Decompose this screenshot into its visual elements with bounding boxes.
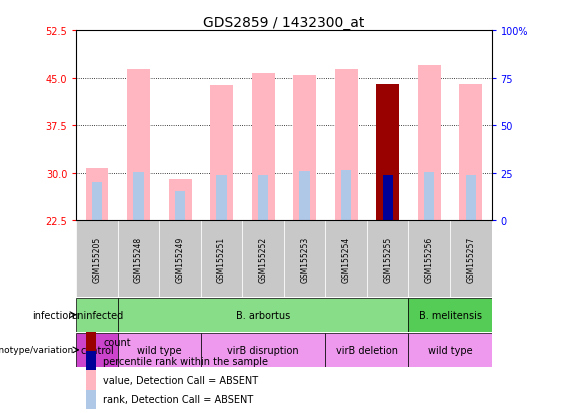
Text: wild type: wild type bbox=[137, 345, 181, 355]
Text: virB deletion: virB deletion bbox=[336, 345, 398, 355]
Bar bbox=[299, 171, 310, 221]
Text: GSM155252: GSM155252 bbox=[259, 236, 268, 282]
Text: percentile rank within the sample: percentile rank within the sample bbox=[103, 356, 268, 366]
Text: GSM155256: GSM155256 bbox=[425, 236, 434, 282]
Bar bbox=[408, 298, 492, 332]
Title: GDS2859 / 1432300_at: GDS2859 / 1432300_at bbox=[203, 16, 364, 30]
Bar bbox=[118, 333, 201, 367]
Bar bbox=[118, 221, 159, 297]
Text: GSM155205: GSM155205 bbox=[93, 236, 102, 282]
Bar bbox=[210, 86, 233, 221]
Bar bbox=[86, 370, 96, 389]
Text: GSM155253: GSM155253 bbox=[300, 236, 309, 282]
Bar bbox=[92, 182, 102, 221]
Bar bbox=[335, 70, 358, 221]
Bar bbox=[376, 85, 399, 221]
Text: GSM155255: GSM155255 bbox=[383, 236, 392, 282]
Text: B. arbortus: B. arbortus bbox=[236, 310, 290, 320]
Text: rank, Detection Call = ABSENT: rank, Detection Call = ABSENT bbox=[103, 394, 254, 404]
Text: B. melitensis: B. melitensis bbox=[419, 310, 481, 320]
Text: genotype/variation: genotype/variation bbox=[0, 346, 74, 354]
Text: control: control bbox=[80, 345, 114, 355]
Bar bbox=[341, 171, 351, 221]
Bar bbox=[284, 221, 325, 297]
Bar bbox=[383, 176, 393, 221]
Text: virB disruption: virB disruption bbox=[227, 345, 299, 355]
Text: GSM155248: GSM155248 bbox=[134, 236, 143, 282]
Bar bbox=[383, 176, 393, 221]
Bar bbox=[325, 333, 408, 367]
Bar bbox=[201, 333, 325, 367]
Bar bbox=[201, 221, 242, 297]
Bar bbox=[86, 169, 108, 221]
Text: wild type: wild type bbox=[428, 345, 472, 355]
Text: count: count bbox=[103, 337, 131, 347]
Bar bbox=[450, 221, 492, 297]
Bar bbox=[418, 66, 441, 221]
Bar bbox=[169, 179, 192, 221]
Bar bbox=[76, 298, 118, 332]
Text: GSM155257: GSM155257 bbox=[466, 236, 475, 282]
Bar bbox=[86, 332, 96, 351]
Bar bbox=[133, 172, 144, 221]
Bar bbox=[76, 221, 118, 297]
Bar bbox=[293, 76, 316, 221]
Bar bbox=[459, 85, 482, 221]
Text: infection: infection bbox=[32, 310, 74, 320]
Bar bbox=[216, 176, 227, 221]
Bar bbox=[408, 333, 492, 367]
Bar bbox=[118, 298, 408, 332]
Bar bbox=[367, 221, 408, 297]
Bar bbox=[252, 74, 275, 221]
Bar bbox=[76, 333, 118, 367]
Bar bbox=[408, 221, 450, 297]
Text: GSM155254: GSM155254 bbox=[342, 236, 351, 282]
Text: value, Detection Call = ABSENT: value, Detection Call = ABSENT bbox=[103, 375, 258, 385]
Bar bbox=[258, 176, 268, 221]
Text: GSM155249: GSM155249 bbox=[176, 236, 185, 282]
Bar bbox=[325, 221, 367, 297]
Text: GSM155251: GSM155251 bbox=[217, 236, 226, 282]
Bar bbox=[86, 389, 96, 409]
Bar bbox=[424, 172, 434, 221]
Bar bbox=[466, 176, 476, 221]
Text: uninfected: uninfected bbox=[71, 310, 123, 320]
Bar bbox=[175, 191, 185, 221]
Bar bbox=[159, 221, 201, 297]
Bar bbox=[242, 221, 284, 297]
Bar bbox=[86, 351, 96, 370]
Bar bbox=[127, 70, 150, 221]
Bar bbox=[376, 85, 399, 221]
